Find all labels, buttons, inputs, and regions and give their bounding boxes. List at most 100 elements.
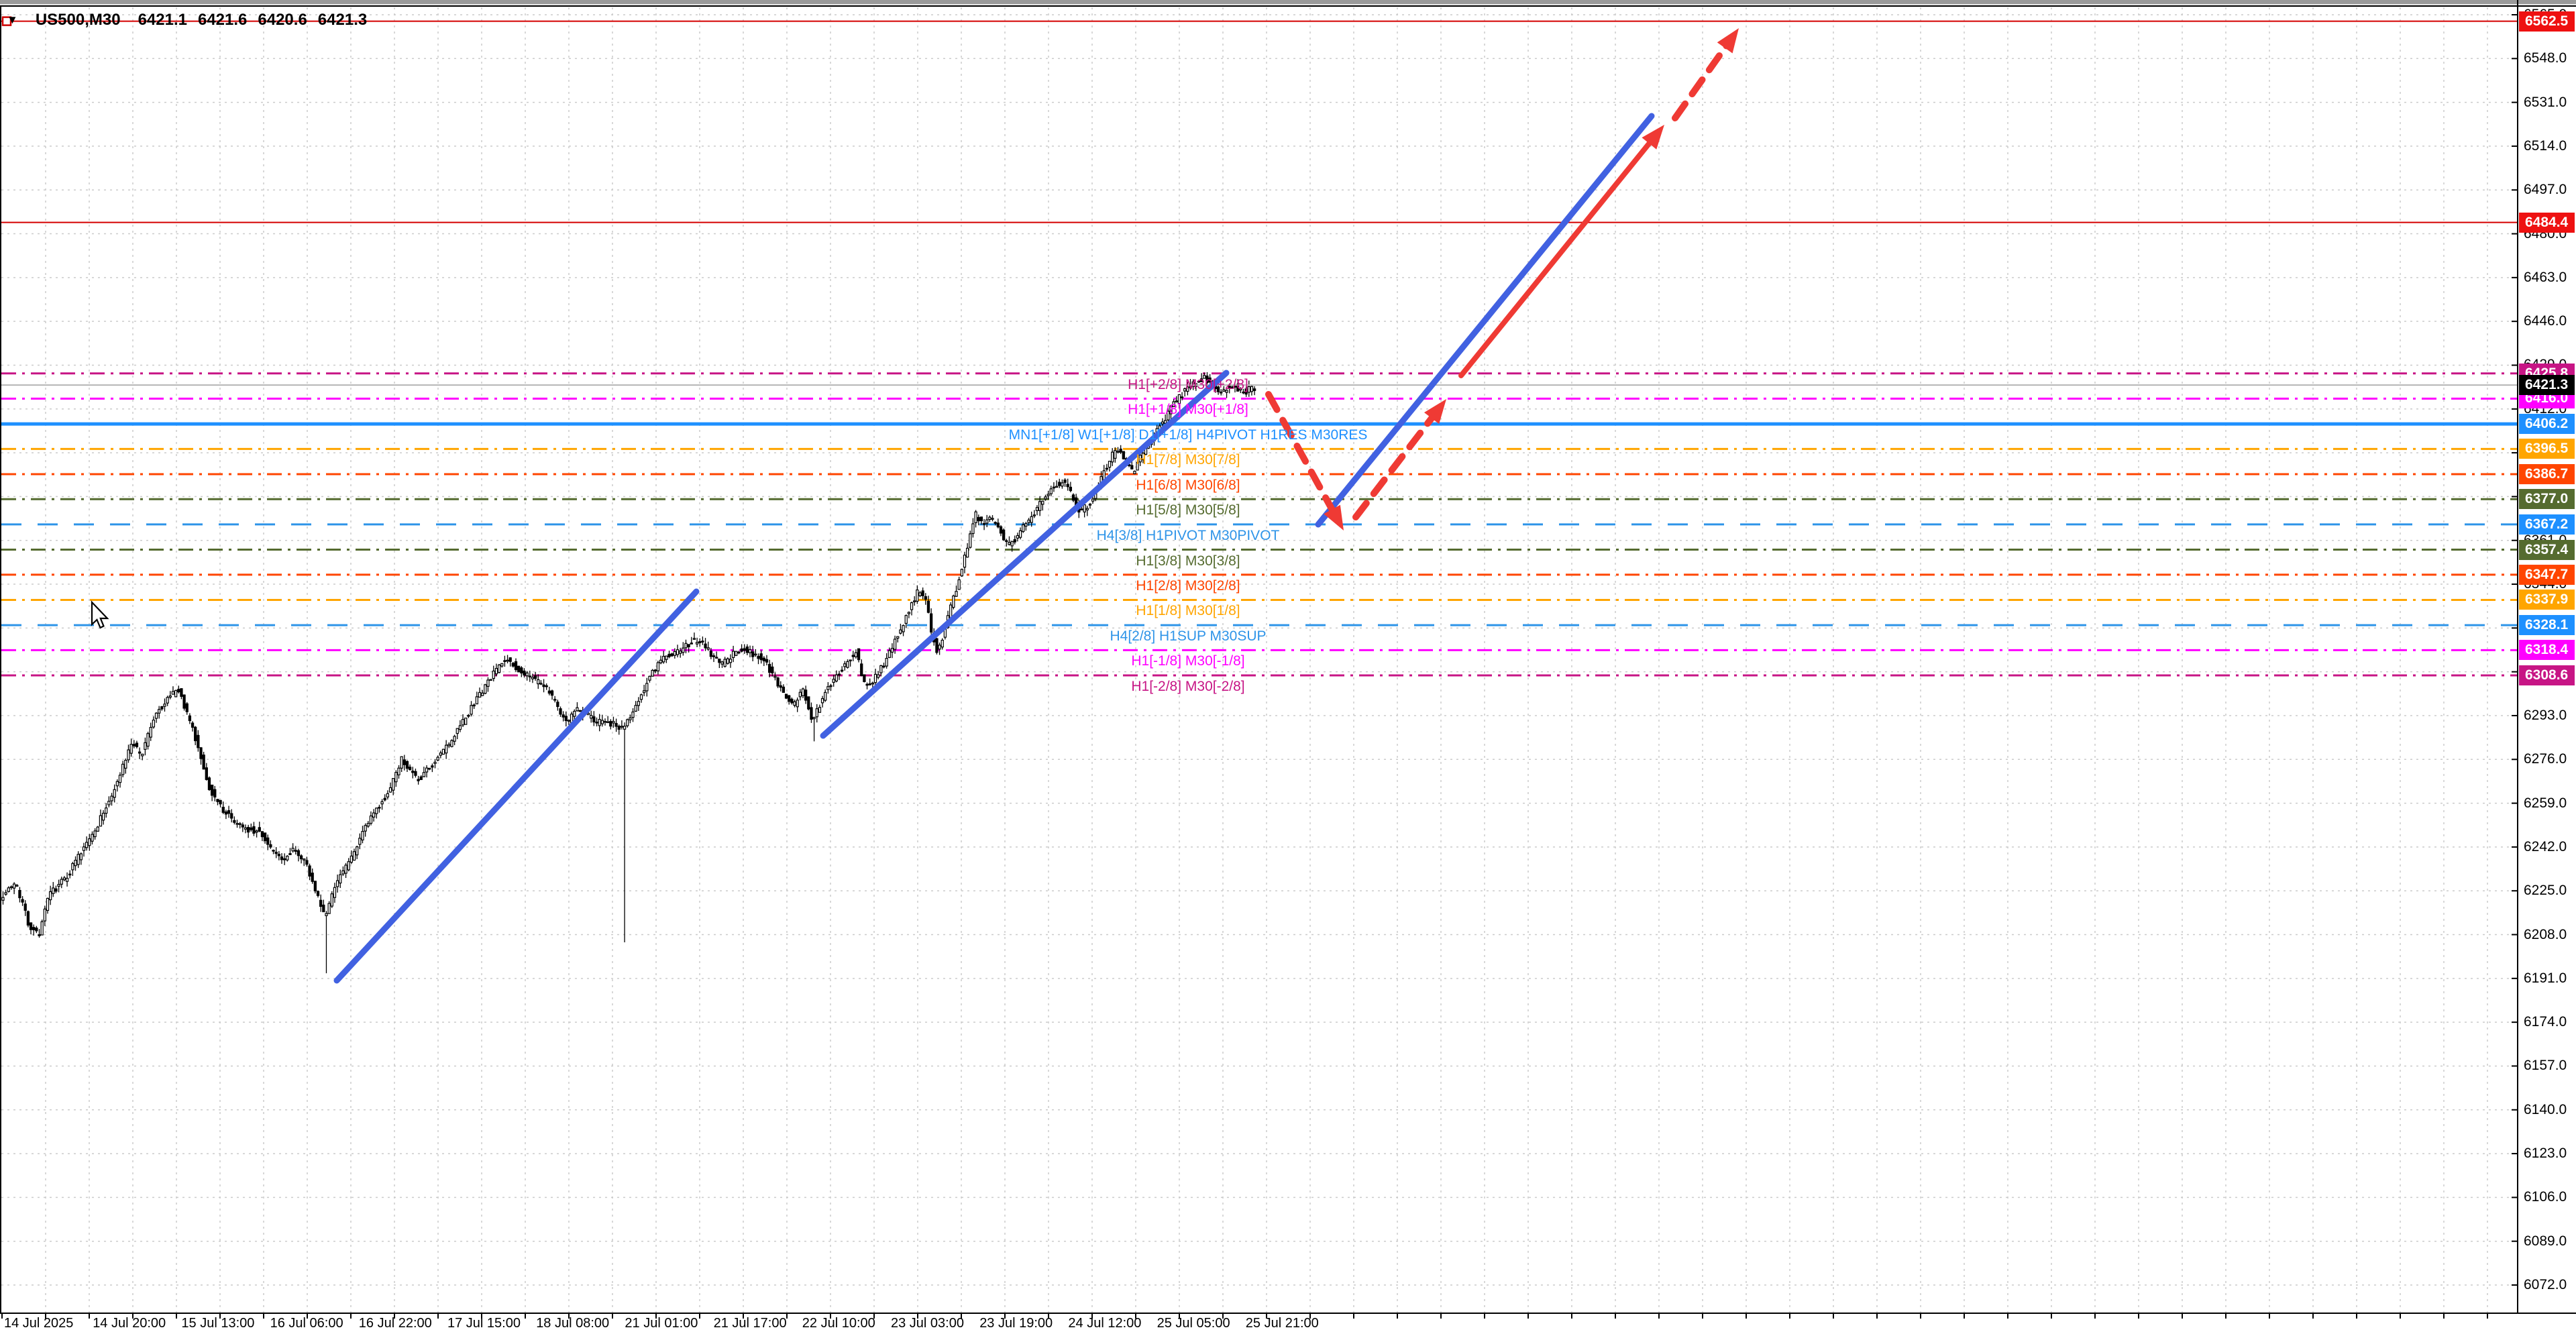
candle-body — [489, 679, 492, 681]
candle-body — [414, 771, 417, 776]
red-dashed-up-leg-arrowhead-icon[interactable] — [1424, 399, 1446, 425]
candle-body — [762, 657, 765, 661]
candle-body — [720, 661, 724, 665]
level-label: H1[-2/8] M30[-2/8] — [1131, 679, 1245, 695]
candle-body — [935, 638, 938, 653]
time-tick-label: 17 Jul 15:00 — [447, 1316, 521, 1331]
candle-body — [400, 756, 403, 769]
price-tick-label: 6157.0 — [2524, 1058, 2567, 1074]
candle-body — [846, 661, 849, 668]
candle-body — [372, 812, 376, 818]
candle-body — [941, 639, 944, 648]
candle-body — [230, 813, 233, 819]
candle-body — [965, 547, 969, 558]
candle-body — [810, 707, 813, 720]
candle-body — [135, 742, 139, 747]
candle-body — [386, 793, 390, 797]
candle-body — [576, 707, 579, 712]
candle-body — [453, 736, 456, 742]
candle-body — [841, 669, 844, 672]
candle-body — [250, 827, 253, 830]
level-label: H1[1/8] M30[1/8] — [1136, 603, 1240, 619]
candle-body — [188, 715, 192, 722]
price-tick-label: 6276.0 — [2524, 751, 2567, 767]
candle-body — [745, 646, 749, 653]
candle-body — [1177, 394, 1181, 404]
candle-body — [788, 695, 791, 702]
candle-body — [219, 799, 222, 805]
candle-body — [283, 858, 286, 860]
candle-body — [46, 897, 50, 911]
candle-body — [288, 853, 292, 855]
candle-body — [1239, 388, 1242, 391]
blue-trendline-3[interactable] — [1315, 113, 1655, 528]
red-dashed-down-leg[interactable] — [1265, 391, 1341, 522]
candle-body — [419, 776, 423, 781]
red-dashed-continuation-arrowhead-icon[interactable] — [1717, 28, 1739, 54]
chevron-down-icon[interactable]: ▼ — [7, 13, 18, 26]
candle-body — [926, 600, 930, 613]
candle-body — [266, 837, 270, 845]
red-dashed-up-leg[interactable] — [1352, 406, 1442, 520]
candle-body — [1122, 451, 1125, 459]
candle-body — [600, 720, 604, 724]
candle-body — [977, 516, 980, 522]
candle-body — [514, 661, 518, 671]
red-dashed-down-leg-arrowhead-icon[interactable] — [1324, 504, 1344, 531]
candle-body — [352, 851, 356, 861]
candle-body — [115, 781, 119, 787]
symbol-info[interactable]: ▼ US500,M30 6421.1 6421.6 6420.6 6421.3 — [7, 11, 367, 30]
time-tick-label: 18 Jul 08:00 — [536, 1316, 610, 1331]
candle-body — [311, 873, 314, 882]
candle-body — [1183, 388, 1187, 392]
candle-body — [272, 850, 275, 852]
candle-body — [132, 744, 136, 746]
candle-body — [455, 728, 459, 734]
candle-body — [695, 642, 699, 645]
candle-body — [335, 880, 339, 887]
candle-body — [213, 789, 217, 798]
candle-body — [1041, 500, 1044, 505]
candle-body — [205, 767, 208, 780]
candle-body — [590, 715, 593, 719]
ohlc-quote: 6421.1 6421.6 6420.6 6421.3 — [138, 11, 368, 30]
candle-body — [197, 734, 200, 748]
price-tick-label: 6106.0 — [2524, 1189, 2567, 1205]
candle-body — [364, 825, 367, 832]
red-projection-line[interactable] — [1458, 132, 1659, 378]
candle-body — [718, 658, 721, 663]
price-tick-label: 6089.0 — [2524, 1233, 2567, 1249]
candle-body — [921, 590, 924, 596]
candle-body — [979, 516, 983, 522]
candle-body — [1055, 486, 1059, 488]
time-tick-label: 24 Jul 12:00 — [1068, 1316, 1142, 1331]
candle-body — [428, 767, 431, 770]
candle-body — [177, 689, 180, 693]
time-tick-label: 21 Jul 01:00 — [625, 1316, 698, 1331]
line-anchor-handle[interactable] — [1, 16, 12, 26]
candle-body — [537, 679, 540, 685]
blue-trendline-2[interactable] — [820, 370, 1230, 739]
candle-body — [890, 648, 894, 653]
red-dashed-continuation[interactable] — [1672, 36, 1735, 121]
level-price-badge: 6318.4 — [2519, 640, 2575, 661]
candle-body — [358, 838, 362, 845]
red-projection-line-arrowhead-icon[interactable] — [1642, 125, 1664, 150]
candle-body — [1233, 385, 1237, 388]
grid-layer — [1, 7, 2517, 1313]
candle-body — [651, 669, 654, 677]
candle-body — [411, 771, 415, 773]
candle-body — [765, 659, 769, 663]
candle-body — [1016, 535, 1020, 539]
blue-trendline-1[interactable] — [333, 588, 700, 984]
candle-body — [7, 887, 10, 892]
candle-body — [771, 666, 774, 673]
candle-body — [252, 826, 256, 834]
candle-body — [1244, 388, 1248, 395]
candle-body — [996, 522, 1000, 528]
candle-body — [366, 823, 370, 827]
candle-body — [511, 663, 515, 667]
time-tick-label: 15 Jul 13:00 — [181, 1316, 255, 1331]
candle-body — [561, 714, 565, 718]
